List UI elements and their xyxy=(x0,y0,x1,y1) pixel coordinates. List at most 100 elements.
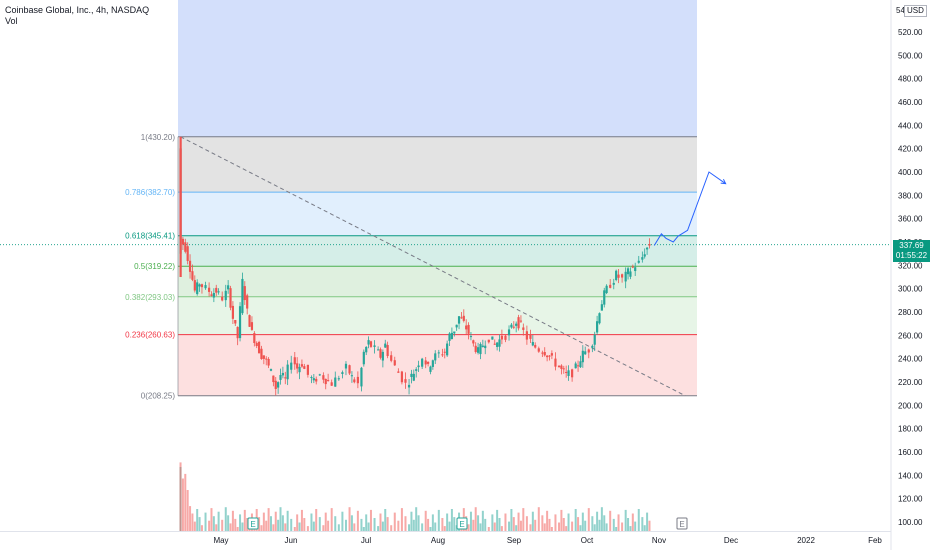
candle[interactable] xyxy=(196,282,199,295)
candle[interactable] xyxy=(238,306,242,339)
candle[interactable] xyxy=(290,362,293,370)
candle[interactable] xyxy=(215,287,218,293)
candle[interactable] xyxy=(212,292,215,298)
candle[interactable] xyxy=(367,340,370,345)
candle[interactable] xyxy=(200,284,204,288)
candle[interactable] xyxy=(274,380,277,389)
candle[interactable] xyxy=(296,363,299,369)
candle[interactable] xyxy=(605,285,608,294)
candle[interactable] xyxy=(537,348,540,352)
candle[interactable] xyxy=(529,334,532,339)
candle[interactable] xyxy=(350,375,354,377)
candle[interactable] xyxy=(571,369,574,378)
candle[interactable] xyxy=(412,373,415,381)
candle[interactable] xyxy=(341,372,344,374)
candle[interactable] xyxy=(384,343,387,348)
candle[interactable] xyxy=(365,346,368,353)
candle[interactable] xyxy=(231,305,235,319)
candle[interactable] xyxy=(474,345,477,352)
candle[interactable] xyxy=(198,284,201,287)
candle[interactable] xyxy=(281,372,284,376)
candle[interactable] xyxy=(373,345,376,347)
candle[interactable] xyxy=(617,274,620,278)
candle[interactable] xyxy=(186,246,189,261)
candle[interactable] xyxy=(615,270,618,280)
candle[interactable] xyxy=(300,364,304,367)
candle[interactable] xyxy=(467,324,470,334)
candle[interactable] xyxy=(306,364,309,375)
candle[interactable] xyxy=(500,335,503,340)
candle[interactable] xyxy=(596,321,599,333)
currency-selector[interactable]: USD xyxy=(904,5,927,17)
candle[interactable] xyxy=(337,378,340,380)
earnings-marker[interactable] xyxy=(676,517,688,530)
candle[interactable] xyxy=(284,377,287,379)
candle[interactable] xyxy=(512,326,515,328)
candle[interactable] xyxy=(437,352,440,354)
candle[interactable] xyxy=(265,358,268,360)
candle[interactable] xyxy=(426,361,430,364)
candle[interactable] xyxy=(310,377,313,379)
candle[interactable] xyxy=(369,341,373,347)
candle[interactable] xyxy=(330,382,333,386)
candle[interactable] xyxy=(400,371,404,383)
candle[interactable] xyxy=(629,271,632,277)
candle[interactable] xyxy=(504,335,507,340)
candle[interactable] xyxy=(453,331,456,334)
candle[interactable] xyxy=(236,326,239,339)
candle[interactable] xyxy=(591,345,594,348)
candle[interactable] xyxy=(229,288,232,308)
candle[interactable] xyxy=(334,377,337,387)
candle[interactable] xyxy=(379,349,382,358)
candle[interactable] xyxy=(581,350,584,363)
candle[interactable] xyxy=(484,345,487,349)
candle[interactable] xyxy=(554,358,557,367)
candle[interactable] xyxy=(381,351,384,361)
candle[interactable] xyxy=(598,313,601,324)
candle[interactable] xyxy=(248,315,251,327)
candle[interactable] xyxy=(322,375,325,380)
candle[interactable] xyxy=(600,304,603,311)
candle[interactable] xyxy=(377,349,380,351)
candle[interactable] xyxy=(450,332,454,340)
trend-line[interactable] xyxy=(180,136,686,397)
candle[interactable] xyxy=(624,271,627,282)
candle[interactable] xyxy=(517,317,520,329)
candle[interactable] xyxy=(262,355,265,359)
candle[interactable] xyxy=(567,370,570,376)
candle[interactable] xyxy=(397,371,400,373)
candle[interactable] xyxy=(460,317,463,319)
candle[interactable] xyxy=(272,375,275,383)
candle[interactable] xyxy=(410,373,413,377)
candle[interactable] xyxy=(318,374,321,376)
candle[interactable] xyxy=(250,322,254,330)
candle[interactable] xyxy=(234,320,237,324)
candle[interactable] xyxy=(476,347,480,353)
candle[interactable] xyxy=(548,355,551,357)
candle[interactable] xyxy=(298,366,301,373)
candle[interactable] xyxy=(441,354,444,356)
candle[interactable] xyxy=(612,282,615,285)
candle[interactable] xyxy=(417,365,420,368)
candle[interactable] xyxy=(469,336,473,338)
candle[interactable] xyxy=(360,367,363,387)
candle[interactable] xyxy=(637,260,640,263)
earnings-marker[interactable] xyxy=(247,517,259,530)
candle[interactable] xyxy=(455,324,458,328)
candle[interactable] xyxy=(407,384,411,388)
candle[interactable] xyxy=(246,295,249,309)
candle[interactable] xyxy=(603,290,606,305)
candle[interactable] xyxy=(641,257,644,260)
candle[interactable] xyxy=(562,368,565,370)
candle[interactable] xyxy=(303,366,306,369)
candle[interactable] xyxy=(243,286,246,301)
candle[interactable] xyxy=(362,351,365,365)
candle[interactable] xyxy=(593,334,596,345)
candle[interactable] xyxy=(434,353,437,361)
candle[interactable] xyxy=(424,360,427,365)
candle[interactable] xyxy=(491,336,494,340)
candle[interactable] xyxy=(472,340,475,344)
candle[interactable] xyxy=(479,343,482,355)
candle[interactable] xyxy=(348,365,351,374)
